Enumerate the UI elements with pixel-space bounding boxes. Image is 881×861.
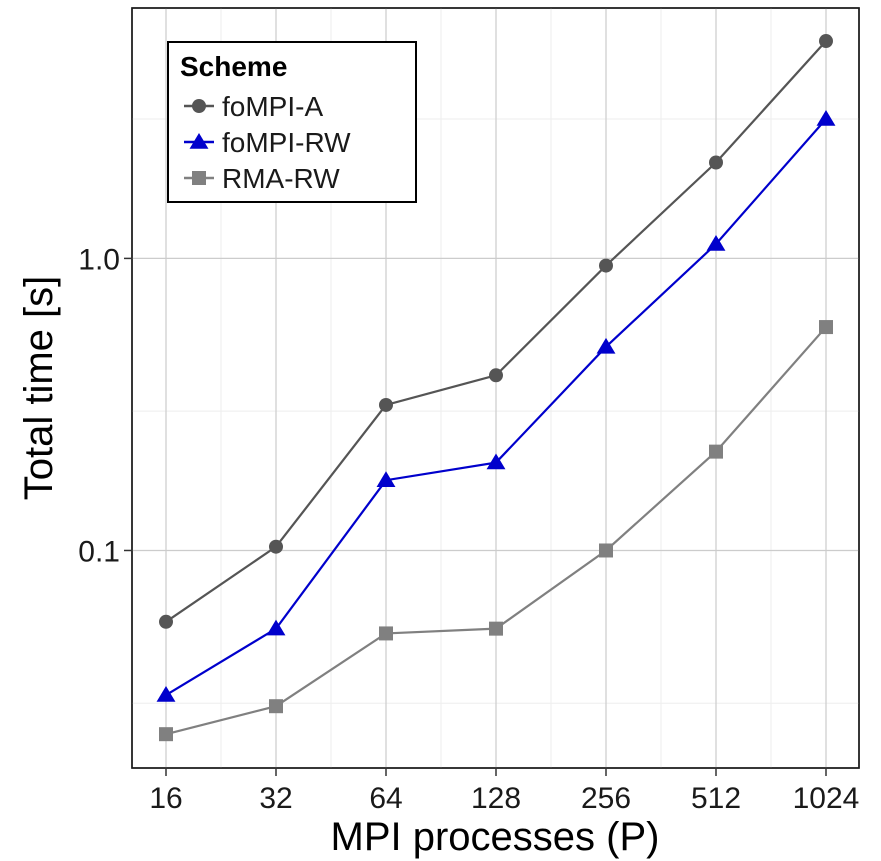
data-point-fompi-rw — [376, 471, 396, 487]
x-tick-label: 16 — [149, 782, 182, 815]
legend: Scheme foMPI-A foMPI-RW RMA-RW — [167, 41, 417, 203]
data-point-fompi-a — [599, 258, 613, 273]
data-point-fompi-a — [709, 155, 723, 170]
data-point-rma-rw — [159, 727, 173, 742]
data-point-rma-rw — [269, 699, 283, 714]
x-tick-label: 1024 — [793, 782, 860, 815]
x-tick-label: 64 — [369, 782, 402, 815]
data-point-fompi-rw — [156, 686, 176, 702]
y-axis-title: Total time [s] — [17, 276, 61, 501]
legend-item-fompi-a: foMPI-A — [184, 91, 323, 122]
legend-title: Scheme — [180, 51, 287, 82]
data-point-rma-rw — [379, 626, 393, 641]
axes: 16 32 64 128 256 512 1024 0.1 1.0 — [78, 243, 859, 815]
data-point-fompi-a — [159, 614, 173, 629]
legend-label: RMA-RW — [222, 163, 340, 194]
data-point-fompi-a — [379, 397, 393, 412]
legend-items: foMPI-A foMPI-RW RMA-RW — [184, 91, 351, 194]
data-point-rma-rw — [819, 320, 833, 335]
legend-key-marker — [189, 133, 209, 149]
x-tick-label: 256 — [581, 782, 631, 815]
x-tick-label: 32 — [259, 782, 292, 815]
data-point-rma-rw — [489, 621, 503, 636]
legend-box — [167, 41, 417, 203]
series-rma-rw — [159, 320, 833, 742]
y-tick-label: 1.0 — [78, 243, 120, 276]
series-fompi-a — [159, 34, 833, 629]
data-point-fompi-rw — [266, 619, 286, 636]
legend-key-marker — [192, 99, 206, 113]
y-tick-label: 0.1 — [78, 535, 120, 568]
data-point-fompi-a — [489, 368, 503, 383]
legend-label: foMPI-A — [222, 91, 323, 122]
data-point-fompi-a — [819, 34, 833, 49]
x-tick-label: 128 — [471, 782, 521, 815]
data-point-fompi-rw — [816, 110, 836, 126]
series-fompi-rw — [156, 110, 836, 702]
series-layer — [156, 34, 836, 742]
data-point-rma-rw — [599, 543, 613, 558]
x-axis-title: MPI processes (P) — [331, 815, 660, 859]
legend-key-marker — [192, 171, 206, 185]
legend-item-fompi-rw: foMPI-RW — [184, 127, 351, 158]
legend-item-rma-rw: RMA-RW — [184, 163, 340, 194]
data-point-fompi-rw — [596, 337, 616, 354]
data-point-rma-rw — [709, 444, 723, 459]
legend-label: foMPI-RW — [222, 127, 351, 158]
data-point-fompi-rw — [706, 235, 726, 251]
x-tick-label: 512 — [691, 782, 741, 815]
data-point-fompi-a — [269, 539, 283, 554]
data-point-fompi-rw — [486, 453, 506, 470]
